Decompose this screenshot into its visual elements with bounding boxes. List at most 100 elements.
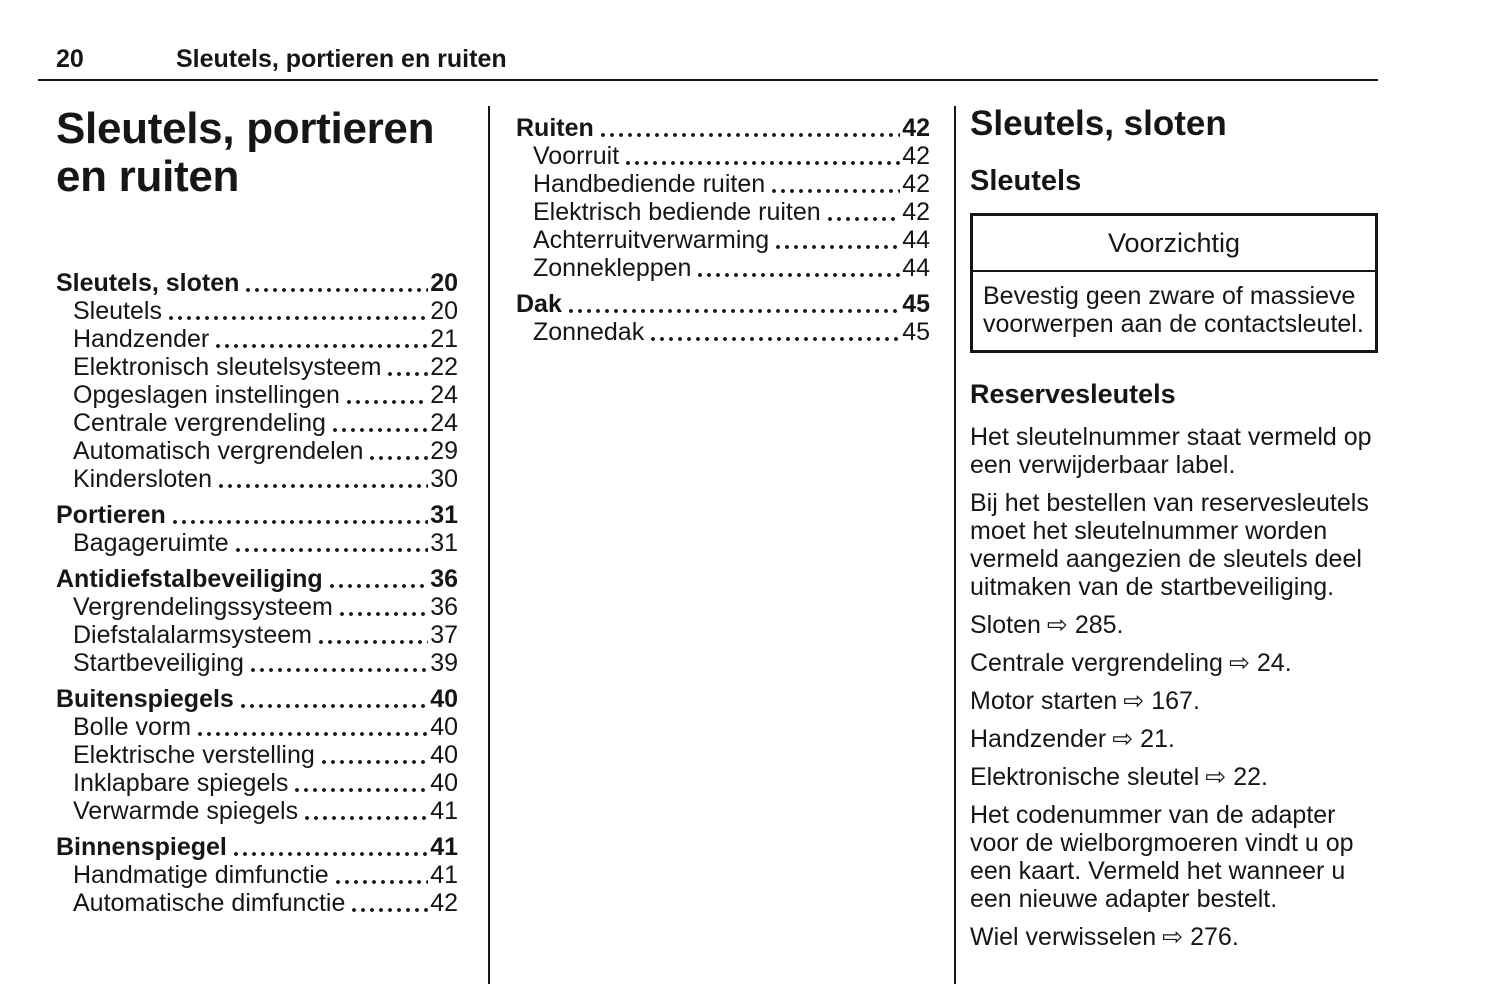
toc-entry[interactable]: Elektrische verstelling 40 [56,741,458,769]
toc-entry[interactable]: Buitenspiegels 40 [56,685,458,713]
toc-column-2: Ruiten 42 Voorruit 42 Handbediende ruiten 4… [516,114,930,346]
header-rule [38,79,1378,81]
toc-entry[interactable]: Diefstalalarmsysteem 37 [56,621,458,649]
dot-leader [235,547,429,553]
toc-entry[interactable]: Elektronisch sleutelsysteem 22 [56,353,458,381]
toc-entry-label: Sleutels [73,297,162,325]
toc-entry-label: Opgeslagen instellingen [73,381,340,409]
toc-entry-page: 40 [430,741,458,769]
toc-entry-label: Handzender [73,325,210,353]
toc-entry-page: 20 [430,297,458,325]
toc-entry[interactable]: Sleutels, sloten 20 [56,269,458,297]
table-of-contents: Sleutels, sloten 20 Sleutels 20 Handzender… [56,269,458,917]
toc-entry[interactable]: Verwarmde spiegels 41 [56,797,458,825]
toc-entry[interactable]: Sleutels 20 [56,297,458,325]
paragraph: Bij het bestellen van reservesleutels mo… [970,489,1369,601]
toc-entry[interactable]: Kindersloten 30 [56,465,458,493]
toc-entry[interactable]: Zonnekleppen 44 [516,254,930,282]
toc-entry[interactable]: Vergrendelingssysteem 36 [56,593,458,621]
toc-entry-page: 40 [430,713,458,741]
dot-leader [305,815,429,821]
dot-leader [250,667,429,673]
toc-entry[interactable]: Automatisch vergrendelen 29 [56,437,458,465]
toc-group: Binnenspiegel 41 Handmatige dimfunctie 41 … [56,833,458,917]
dot-leader [321,759,429,765]
page-reference-label: Handzender [970,725,1107,753]
dot-leader [339,611,429,617]
toc-entry[interactable]: Achterruitverwarming 44 [516,226,930,254]
page-reference-arrow-icon: ⇨ [1112,725,1134,753]
toc-entry[interactable]: Binnenspiegel 41 [56,833,458,861]
toc-entry[interactable]: Handzender 21 [56,325,458,353]
toc-entry-label: Ruiten [516,114,594,142]
toc-group: Ruiten 42 Voorruit 42 Handbediende ruiten 4… [516,114,930,282]
toc-entry-label: Bolle vorm [73,713,192,741]
dot-leader [246,287,429,293]
page-reference-label: Sloten [970,611,1041,639]
page-reference[interactable]: Centrale vergrendeling ⇨ 24. [970,649,1378,677]
toc-entry-label: Portieren [56,501,166,529]
toc-entry-page: 37 [430,621,458,649]
toc-entry-page: 45 [902,318,930,346]
toc-entry-label: Buitenspiegels [56,685,234,713]
toc-entry[interactable]: Startbeveiliging 39 [56,649,458,677]
page-reference[interactable]: Handzender ⇨ 21. [970,725,1378,753]
toc-entry-label: Automatische dimfunctie [73,889,346,917]
toc-entry[interactable]: Elektrisch bediende ruiten 42 [516,198,930,226]
dot-leader [600,132,901,138]
table-of-contents-continued: Ruiten 42 Voorruit 42 Handbediende ruiten 4… [516,114,930,346]
dot-leader [216,343,429,349]
page-reference-target: 22. [1233,763,1269,791]
toc-entry[interactable]: Portieren 31 [56,501,458,529]
dot-leader [233,851,429,857]
caution-box: Voorzichtig Bevestig geen zware of massi… [970,213,1378,353]
toc-entry[interactable]: Voorruit 42 [516,142,930,170]
toc-entry[interactable]: Automatische dimfunctie 42 [56,889,458,917]
toc-entry[interactable]: Bolle vorm 40 [56,713,458,741]
dot-leader [240,703,429,709]
content-subheading: Reservesleutels [970,379,1176,409]
toc-entry[interactable]: Opgeslagen instellingen 24 [56,381,458,409]
page-reference-arrow-icon: ⇨ [1046,611,1068,639]
dot-leader [827,216,901,222]
toc-entry[interactable]: Inklapbare spiegels 40 [56,769,458,797]
toc-entry-page: 24 [430,409,458,437]
toc-column-1: Sleutels, portieren en ruiten Sleutels, … [56,105,458,918]
toc-entry[interactable]: Centrale vergrendeling 24 [56,409,458,437]
toc-entry[interactable]: Handbediende ruiten 42 [516,170,930,198]
toc-entry-page: 41 [430,797,458,825]
toc-entry-label: Binnenspiegel [56,833,227,861]
chapter-title: Sleutels, portieren en ruiten [176,45,507,73]
toc-entry-page: 22 [430,353,458,381]
toc-entry[interactable]: Antidiefstalbeveiliging 36 [56,565,458,593]
dot-leader [329,583,429,589]
toc-entry[interactable]: Handmatige dimfunctie 41 [56,861,458,889]
toc-group: Sleutels, sloten 20 Sleutels 20 Handzender… [56,269,458,493]
toc-entry-label: Handbediende ruiten [533,170,766,198]
toc-entry[interactable]: Ruiten 42 [516,114,930,142]
dot-leader [198,731,429,737]
column-divider-right [954,106,956,984]
page-number: 20 [56,45,84,73]
dot-leader [626,160,901,166]
page-reference[interactable]: Motor starten ⇨ 167. [970,687,1378,715]
toc-entry[interactable]: Zonnedak 45 [516,318,930,346]
dot-leader [346,399,429,405]
page-reference-label: Wiel verwisselen [970,923,1157,951]
toc-entry-page: 42 [902,114,930,142]
toc-entry[interactable]: Dak 45 [516,290,930,318]
toc-entry-page: 40 [430,769,458,797]
page-reference[interactable]: Sloten ⇨ 285. [970,611,1378,639]
toc-entry-page: 44 [902,226,930,254]
toc-entry-page: 42 [902,170,930,198]
toc-entry-label: Kindersloten [73,465,212,493]
page-reference[interactable]: Wiel verwisselen ⇨ 276. [970,923,1378,951]
toc-entry[interactable]: Bagageruimte 31 [56,529,458,557]
page-reference[interactable]: Elektronische sleutel ⇨ 22. [970,763,1378,791]
toc-group: Portieren 31 Bagageruimte 31 [56,501,458,557]
dot-leader [318,639,429,645]
toc-entry-page: 41 [430,861,458,889]
dot-leader [332,427,429,433]
toc-entry-label: Elektrisch bediende ruiten [533,198,821,226]
page-reference-label: Centrale vergrendeling [970,649,1223,677]
